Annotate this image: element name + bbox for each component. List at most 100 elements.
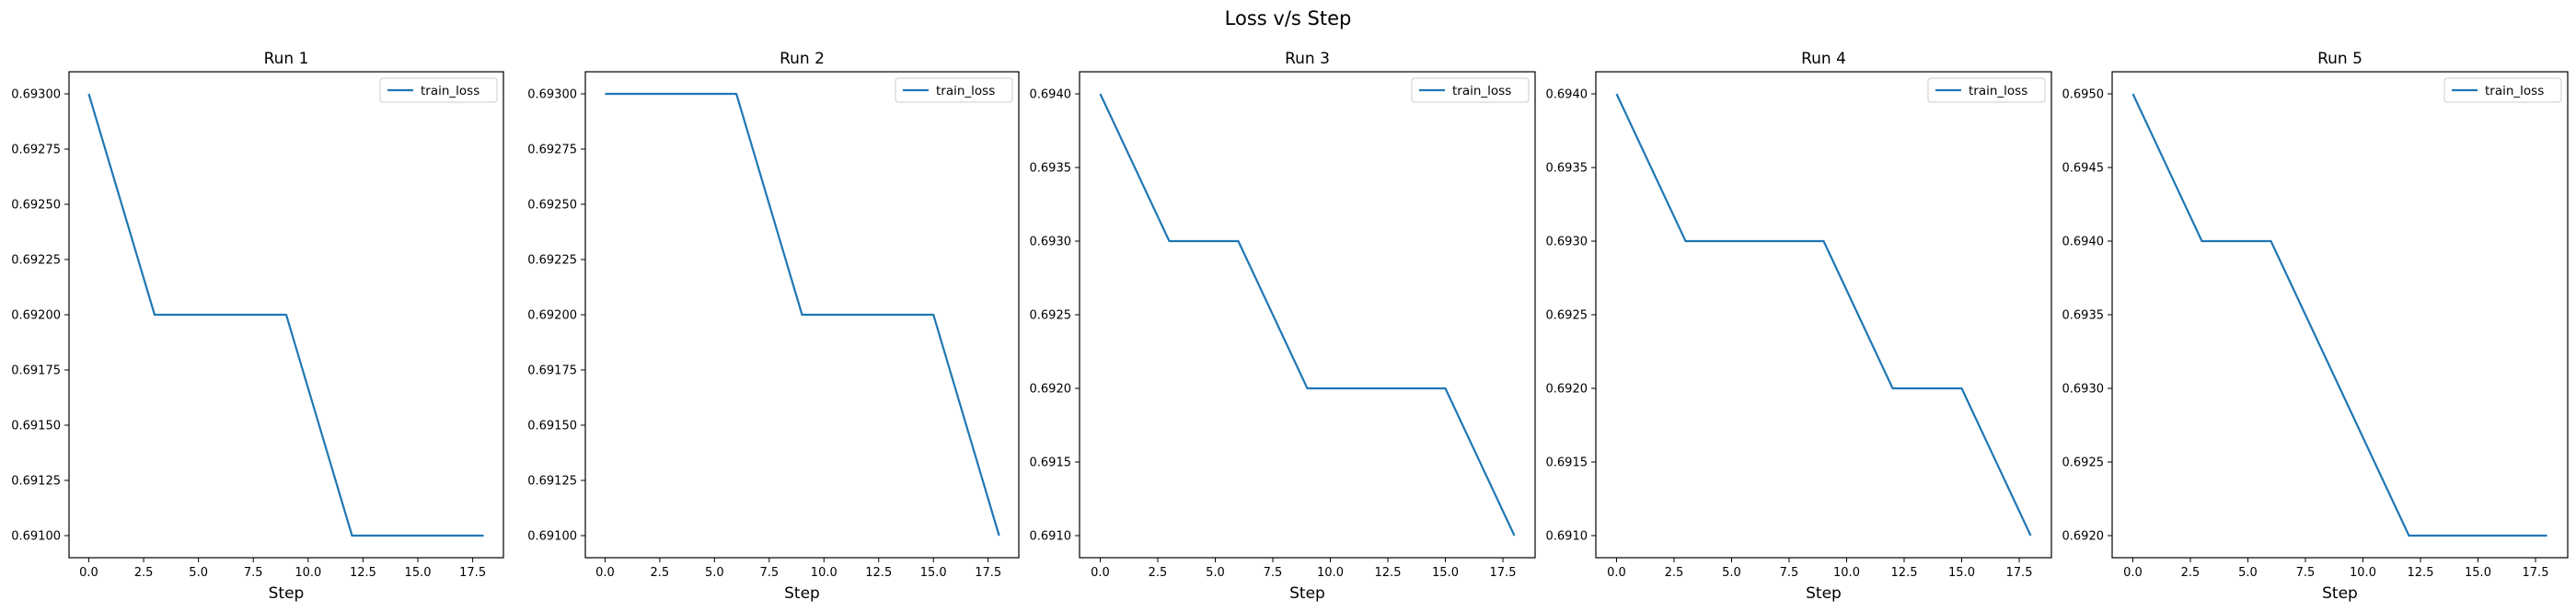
y-tick-label: 0.69150 bbox=[11, 420, 61, 433]
series-line-train-loss bbox=[2131, 93, 2547, 537]
series-line-train-loss bbox=[1099, 93, 1516, 537]
y-tick-label: 0.6940 bbox=[1546, 88, 1588, 102]
subplot-title: Run 3 bbox=[1285, 50, 1330, 68]
x-tick-label: 17.5 bbox=[2006, 566, 2033, 580]
subplot-run-4: Run 4 0.0 2.5 5.0 7.5 10.0 12.5 15.0 17.5 0.6910 0… bbox=[1546, 50, 2052, 603]
y-tick-label: 0.6920 bbox=[2062, 530, 2105, 544]
y-tick-label: 0.6910 bbox=[1546, 530, 1588, 544]
x-tick-label: 10.0 bbox=[1833, 566, 1860, 580]
y-tick-label: 0.6940 bbox=[1030, 88, 1072, 102]
series-line-train-loss bbox=[1615, 93, 2032, 537]
x-tick-label: 17.5 bbox=[975, 566, 1001, 580]
legend-entry-label: train_loss bbox=[1452, 84, 1511, 98]
x-axis-label: Step bbox=[2322, 584, 2358, 603]
x-tick-label: 7.5 bbox=[2296, 566, 2316, 580]
legend-box bbox=[1927, 77, 2046, 103]
x-tick-label: 5.0 bbox=[705, 566, 724, 580]
legend-box bbox=[379, 77, 498, 103]
y-tick-label: 0.6935 bbox=[1030, 162, 1072, 176]
x-tick-label: 0.0 bbox=[79, 566, 98, 580]
legend-box bbox=[895, 77, 1013, 103]
x-tick-label: 15.0 bbox=[405, 566, 432, 580]
y-tick-label: 0.69100 bbox=[11, 530, 61, 544]
y-tick-label: 0.69250 bbox=[11, 199, 61, 213]
x-tick-label: 0.0 bbox=[1607, 566, 1626, 580]
x-tick-label: 17.5 bbox=[1490, 566, 1517, 580]
subplot-run-2: Run 2 0.0 2.5 5.0 7.5 10.0 12.5 15.0 17.5 0.69100… bbox=[527, 50, 1020, 603]
x-tick-label: 12.5 bbox=[1375, 566, 1402, 580]
y-tick-label: 0.69100 bbox=[527, 530, 577, 544]
x-tick-label: 10.0 bbox=[1317, 566, 1344, 580]
y-tick-label: 0.69300 bbox=[527, 88, 577, 102]
x-tick-label: 10.0 bbox=[811, 566, 837, 580]
x-tick-label: 12.5 bbox=[2408, 566, 2434, 580]
y-tick-label: 0.6930 bbox=[1030, 236, 1072, 249]
legend-entry-label: train_loss bbox=[1969, 84, 2027, 98]
y-tick-label: 0.6925 bbox=[1546, 309, 1588, 323]
y-tick-label: 0.69175 bbox=[11, 364, 61, 378]
subplot-title: Run 2 bbox=[780, 50, 825, 68]
y-tick-label: 0.6915 bbox=[1030, 456, 1072, 470]
x-tick-label: 7.5 bbox=[1780, 566, 1799, 580]
y-tick-label: 0.69125 bbox=[527, 475, 577, 489]
x-axis-label: Step bbox=[1289, 584, 1325, 603]
y-tick-label: 0.6925 bbox=[1030, 309, 1072, 323]
x-tick-label: 0.0 bbox=[595, 566, 615, 580]
x-tick-label: 2.5 bbox=[651, 566, 670, 580]
legend-entry-label: train_loss bbox=[2485, 84, 2544, 98]
legend-entry-label: train_loss bbox=[936, 84, 995, 98]
x-tick-label: 2.5 bbox=[2181, 566, 2201, 580]
y-tick-label: 0.6945 bbox=[2062, 162, 2105, 176]
x-tick-label: 10.0 bbox=[295, 566, 321, 580]
legend-entry-label: train_loss bbox=[421, 84, 479, 98]
legend-box bbox=[2443, 77, 2562, 103]
x-tick-label: 0.0 bbox=[1091, 566, 1110, 580]
figure-title: Loss v/s Step bbox=[1225, 7, 1352, 29]
x-tick-label: 15.0 bbox=[1948, 566, 1975, 580]
x-tick-label: 17.5 bbox=[2523, 566, 2549, 580]
y-tick-label: 0.69225 bbox=[527, 254, 577, 268]
x-tick-label: 7.5 bbox=[244, 566, 263, 580]
y-tick-label: 0.6920 bbox=[1030, 383, 1072, 397]
y-tick-label: 0.69175 bbox=[527, 364, 577, 378]
x-tick-label: 17.5 bbox=[459, 566, 486, 580]
x-tick-label: 12.5 bbox=[865, 566, 892, 580]
y-tick-label: 0.69125 bbox=[11, 475, 61, 489]
y-tick-label: 0.6925 bbox=[2062, 456, 2105, 470]
x-tick-label: 10.0 bbox=[2350, 566, 2376, 580]
x-axis-label: Step bbox=[269, 584, 305, 603]
y-tick-label: 0.6910 bbox=[1030, 530, 1072, 544]
subplot-title: Run 5 bbox=[2317, 50, 2362, 68]
x-tick-label: 5.0 bbox=[2238, 566, 2258, 580]
x-tick-label: 12.5 bbox=[1891, 566, 1918, 580]
x-tick-label: 2.5 bbox=[1149, 566, 1168, 580]
y-tick-label: 0.6930 bbox=[1546, 236, 1588, 249]
y-tick-label: 0.69275 bbox=[527, 144, 577, 157]
y-tick-label: 0.6930 bbox=[2062, 383, 2105, 397]
x-axis-label: Step bbox=[1806, 584, 1842, 603]
x-tick-label: 12.5 bbox=[350, 566, 376, 580]
subplot-run-1: Run 1 0.0 2.5 5.0 7.5 10.0 12.5 15.0 17.5 0.69100… bbox=[11, 50, 504, 603]
y-tick-label: 0.6940 bbox=[2062, 236, 2105, 249]
x-tick-label: 15.0 bbox=[2465, 566, 2491, 580]
y-tick-label: 0.69200 bbox=[527, 309, 577, 323]
x-tick-label: 15.0 bbox=[920, 566, 947, 580]
legend-box bbox=[1411, 77, 1530, 103]
y-tick-label: 0.6950 bbox=[2062, 88, 2105, 102]
y-tick-label: 0.6915 bbox=[1546, 456, 1588, 470]
subplot-run-5: Run 5 0.0 2.5 5.0 7.5 10.0 12.5 15.0 17.5 0.6920 0… bbox=[2062, 50, 2569, 603]
x-tick-label: 7.5 bbox=[759, 566, 779, 580]
subplot-grid: Run 10.0 2.5 5.0 7.5 10.0 12.5 15.0 17.50.69100… bbox=[11, 50, 2569, 603]
y-tick-label: 0.69275 bbox=[11, 144, 61, 157]
x-axis-label: Step bbox=[784, 584, 820, 603]
series-line-train-loss bbox=[87, 93, 484, 537]
y-tick-label: 0.69300 bbox=[11, 88, 61, 102]
x-tick-label: 2.5 bbox=[1665, 566, 1684, 580]
x-tick-label: 2.5 bbox=[134, 566, 154, 580]
y-tick-label: 0.69250 bbox=[527, 199, 577, 213]
x-tick-label: 0.0 bbox=[2123, 566, 2143, 580]
series-line-train-loss bbox=[605, 92, 1000, 537]
y-tick-label: 0.6920 bbox=[1546, 383, 1588, 397]
y-tick-label: 0.69200 bbox=[11, 309, 61, 323]
